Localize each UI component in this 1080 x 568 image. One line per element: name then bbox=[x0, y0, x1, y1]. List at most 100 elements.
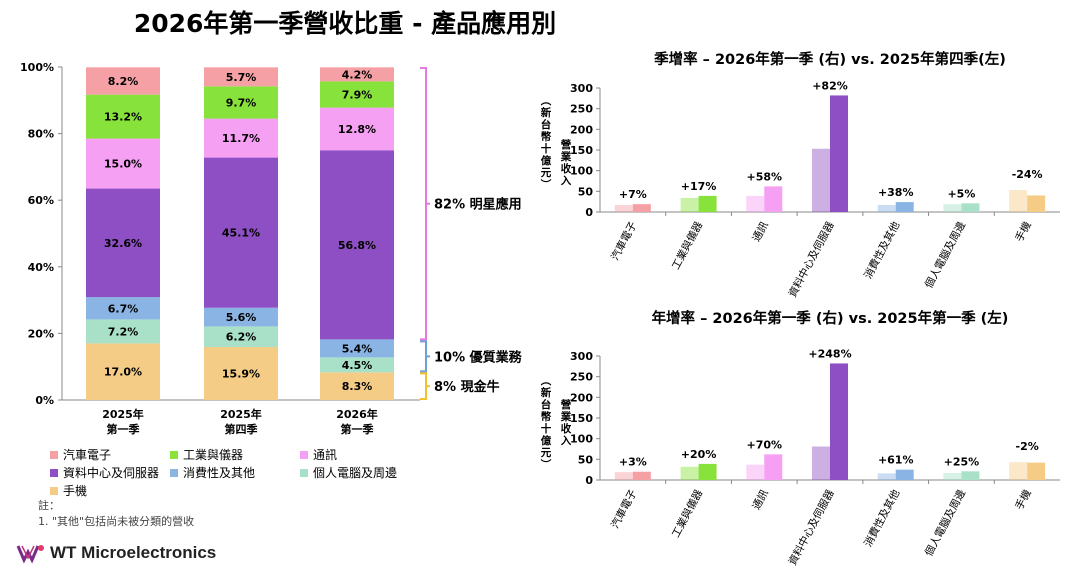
x-tick-label: 第一季 bbox=[107, 422, 141, 436]
bar-current bbox=[830, 363, 848, 480]
bar-current bbox=[961, 203, 980, 212]
stack-segment bbox=[204, 157, 278, 308]
segment-label: 15.9% bbox=[222, 368, 260, 381]
y-axis-label-char: 元 bbox=[541, 447, 552, 459]
bar-prior bbox=[812, 446, 830, 480]
legend-swatch bbox=[50, 450, 58, 459]
bar-current bbox=[895, 202, 914, 212]
x-tick-label: 資料中心及伺服器 bbox=[786, 487, 837, 568]
segment-label: 9.7% bbox=[226, 96, 257, 109]
note-item: 1. "其他"包括尚未被分類的營收 bbox=[38, 515, 195, 528]
x-tick-label: 第四季 bbox=[225, 422, 259, 436]
bar-current bbox=[632, 471, 651, 480]
bar-prior bbox=[943, 472, 962, 480]
bracket-label: 10% 優質業務 bbox=[434, 349, 523, 365]
bar-prior bbox=[680, 197, 699, 212]
stack-segment bbox=[204, 307, 278, 327]
y-tick-label: 0 bbox=[585, 474, 593, 487]
y-axis-label-char: 收 bbox=[561, 162, 572, 175]
segment-label: 12.8% bbox=[338, 123, 376, 136]
growth-label: -24% bbox=[1012, 168, 1043, 181]
legend-item: 汽車電子 bbox=[50, 446, 111, 463]
y-axis-label-char: 業 bbox=[560, 150, 572, 163]
legend-label: 消費性及其他 bbox=[183, 466, 256, 480]
bar-current bbox=[961, 471, 980, 480]
y-axis-label-char: ︵ bbox=[540, 95, 552, 107]
segment-label: 7.9% bbox=[342, 88, 373, 101]
y-axis-label-char: 幣 bbox=[541, 130, 552, 143]
bar-prior bbox=[1009, 462, 1028, 480]
segment-label: 32.6% bbox=[104, 237, 142, 250]
stack-segment bbox=[320, 357, 394, 373]
x-tick-label: 2026年 bbox=[336, 407, 378, 421]
legend-item: 資料中心及伺服器 bbox=[50, 464, 159, 481]
logo-text: WT Microelectronics bbox=[50, 543, 217, 562]
y-tick-label: 60% bbox=[28, 194, 54, 207]
bar-prior bbox=[746, 195, 765, 212]
stack-segment bbox=[320, 67, 394, 82]
legend-label: 個人電腦及周邊 bbox=[313, 466, 398, 480]
logo-mark-icon bbox=[16, 545, 44, 564]
y-tick-label: 0 bbox=[585, 206, 593, 219]
segment-label: 17.0% bbox=[104, 366, 142, 379]
bar-current bbox=[698, 195, 717, 212]
y-tick-label: 100% bbox=[20, 61, 54, 74]
legend-item: 手機 bbox=[50, 482, 87, 499]
y-axis-label-char: ︵ bbox=[540, 375, 552, 387]
bar-current bbox=[764, 454, 783, 480]
legend-swatch bbox=[170, 450, 178, 459]
y-tick-label: 150 bbox=[570, 412, 593, 425]
y-tick-label: 0% bbox=[35, 394, 54, 407]
y-tick-label: 250 bbox=[570, 371, 593, 384]
legend-label: 汽車電子 bbox=[63, 448, 112, 462]
stack-segment bbox=[86, 319, 160, 344]
qoq-chart-title: 季增率 – 2026年第一季 (右) vs. 2025年第四季(左) bbox=[654, 52, 1006, 68]
y-axis-label-char: 業 bbox=[560, 410, 572, 423]
legend-swatch bbox=[300, 468, 308, 477]
legend-item: 工業與儀器 bbox=[170, 446, 243, 463]
footnotes: 註： 1. "其他"包括尚未被分類的營收 bbox=[38, 498, 194, 530]
growth-label: +20% bbox=[681, 448, 717, 461]
growth-label: +70% bbox=[747, 438, 783, 451]
segment-label: 5.7% bbox=[226, 71, 257, 84]
y-tick-label: 200 bbox=[570, 391, 593, 404]
growth-label: +61% bbox=[878, 454, 914, 467]
y-axis-label-char: 台 bbox=[541, 118, 552, 131]
growth-label: +82% bbox=[812, 79, 848, 92]
y-tick-label: 300 bbox=[570, 82, 593, 95]
x-tick-label: 2025年 bbox=[102, 407, 144, 421]
segment-label: 11.7% bbox=[222, 132, 260, 145]
bar-current bbox=[1027, 195, 1046, 212]
growth-label: +3% bbox=[619, 456, 647, 469]
bar-prior bbox=[943, 204, 962, 212]
y-axis-label-char: 收 bbox=[561, 422, 572, 435]
bar-prior bbox=[680, 466, 699, 480]
bar-current bbox=[698, 463, 717, 480]
segment-label: 15.0% bbox=[104, 158, 142, 171]
y-tick-label: 100 bbox=[570, 433, 593, 446]
y-tick-label: 250 bbox=[570, 103, 593, 116]
legend-swatch bbox=[50, 468, 58, 477]
stack-segment bbox=[86, 188, 160, 298]
y-axis-label-char: 十 bbox=[541, 422, 552, 435]
x-tick-label: 消費性及其他 bbox=[861, 487, 902, 549]
bar-prior bbox=[812, 148, 830, 212]
x-tick-label: 工業與儀器 bbox=[669, 487, 705, 540]
bar-prior bbox=[1009, 190, 1028, 212]
bracket-label: 8% 現金牛 bbox=[434, 379, 500, 395]
legend-swatch bbox=[170, 468, 178, 477]
y-axis-label-char: 新 bbox=[541, 386, 552, 399]
legend-swatch bbox=[50, 486, 58, 495]
segment-label: 7.2% bbox=[108, 325, 139, 338]
growth-label: +38% bbox=[878, 186, 914, 199]
segment-label: 8.3% bbox=[342, 380, 373, 393]
y-tick-label: 50 bbox=[578, 453, 594, 466]
y-axis-label-char: 億 bbox=[541, 154, 552, 167]
y-tick-label: 150 bbox=[570, 144, 593, 157]
x-tick-label: 汽車電子 bbox=[608, 487, 639, 530]
stack-segment bbox=[86, 94, 160, 139]
segment-label: 6.7% bbox=[108, 302, 139, 315]
